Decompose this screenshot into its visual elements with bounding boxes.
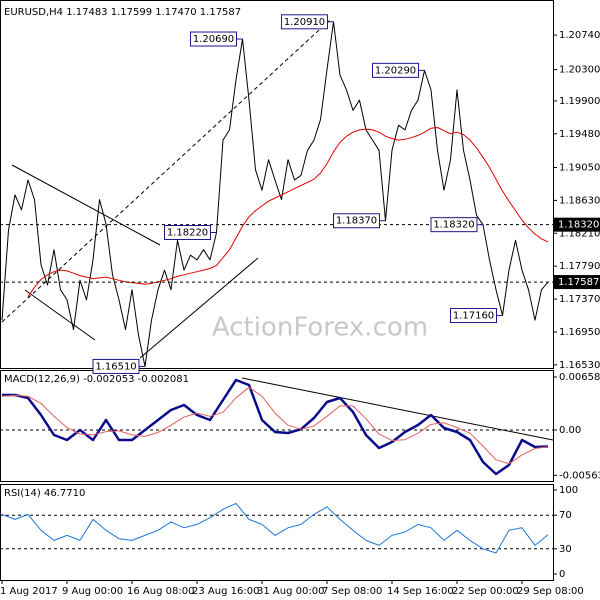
annotation-box	[164, 224, 211, 240]
y-tick-label: 1.18630	[559, 195, 600, 206]
macd-panel	[0, 370, 554, 482]
annotation-label: 1.20910	[284, 17, 325, 28]
price-marker	[553, 275, 600, 290]
trend-line	[11, 164, 161, 246]
panel-title: EURUSD,H4 1.17483 1.17599 1.17470 1.1758…	[4, 7, 241, 18]
y-tick-label: 1.19050	[559, 162, 600, 173]
annotation-box	[430, 217, 478, 233]
y-tick-label: 1.16530	[559, 360, 600, 371]
panel-title: RSI(14) 46.7710	[4, 488, 85, 499]
trend-line	[139, 257, 259, 359]
y-tick-label: 1.20300	[559, 65, 600, 76]
price-panel	[0, 0, 554, 369]
trend-line	[1, 19, 331, 323]
annotation-label: 1.20690	[193, 34, 234, 45]
rsi-panel	[0, 484, 554, 581]
y-tick-label: 100	[559, 485, 578, 496]
y-tick-label: 1.17370	[559, 294, 600, 305]
series-line	[1, 21, 549, 367]
y-tick-label: 0.00	[559, 425, 581, 436]
x-tick-label: 16 Aug 08:00	[127, 586, 194, 597]
series-line	[27, 127, 549, 297]
watermark: ActionForex.com	[212, 313, 428, 343]
series-line	[2, 378, 549, 476]
y-tick-label: 1.16950	[559, 327, 600, 338]
annotation-box	[450, 308, 497, 324]
annotation-box	[372, 62, 419, 78]
y-tick-label: 1.19480	[559, 129, 600, 140]
series-line	[1, 386, 549, 465]
price-marker-label: 1.18320	[558, 220, 599, 231]
price-marker	[553, 217, 600, 232]
series-line	[1, 502, 549, 554]
annotation-box	[281, 14, 328, 30]
annotation-box	[92, 358, 140, 374]
trend-line	[241, 377, 554, 441]
x-tick-label: 14 Sep 16:00	[387, 586, 454, 597]
annotation-label: 1.20290	[375, 65, 416, 76]
price-marker-label: 1.17587	[558, 277, 599, 288]
x-tick-label: 29 Sep 08:00	[517, 586, 584, 597]
panel-title: MACD(12,26,9) -0.002053 -0.002081	[4, 374, 189, 385]
annotation-label: 1.17160	[453, 311, 494, 322]
y-tick-label: -0.005634	[559, 470, 600, 481]
x-tick-label: 23 Aug 16:00	[192, 586, 259, 597]
trend-lines	[1, 19, 554, 441]
trend-line	[24, 289, 96, 341]
annotation-label: 1.18370	[336, 216, 377, 227]
x-tick-label: 7 Sep 08:00	[322, 586, 382, 597]
y-tick-label: 0.006586	[559, 372, 600, 383]
y-tick-label: 1.20740	[559, 30, 600, 41]
x-tick-label: 31 Aug 00:00	[257, 586, 324, 597]
annotation-label: 1.18220	[167, 227, 208, 238]
annotation-box	[190, 31, 237, 47]
x-tick-label: 1 Aug 2017	[0, 586, 58, 597]
annotation-label: 1.16510	[95, 361, 136, 372]
y-tick-label: 1.17790	[559, 261, 600, 272]
y-tick-label: 70	[559, 510, 572, 521]
y-tick-label: 1.19900	[559, 96, 600, 107]
annotation-box	[333, 213, 380, 229]
x-tick-label: 9 Aug 00:00	[62, 586, 123, 597]
y-tick-label: 0	[559, 569, 565, 580]
x-tick-label: 22 Sep 00:00	[452, 586, 519, 597]
annotation-label: 1.18320	[433, 220, 474, 231]
y-tick-label: 30	[559, 544, 572, 555]
y-tick-label: 1.18210	[559, 228, 600, 239]
panel-frames	[0, 0, 554, 581]
